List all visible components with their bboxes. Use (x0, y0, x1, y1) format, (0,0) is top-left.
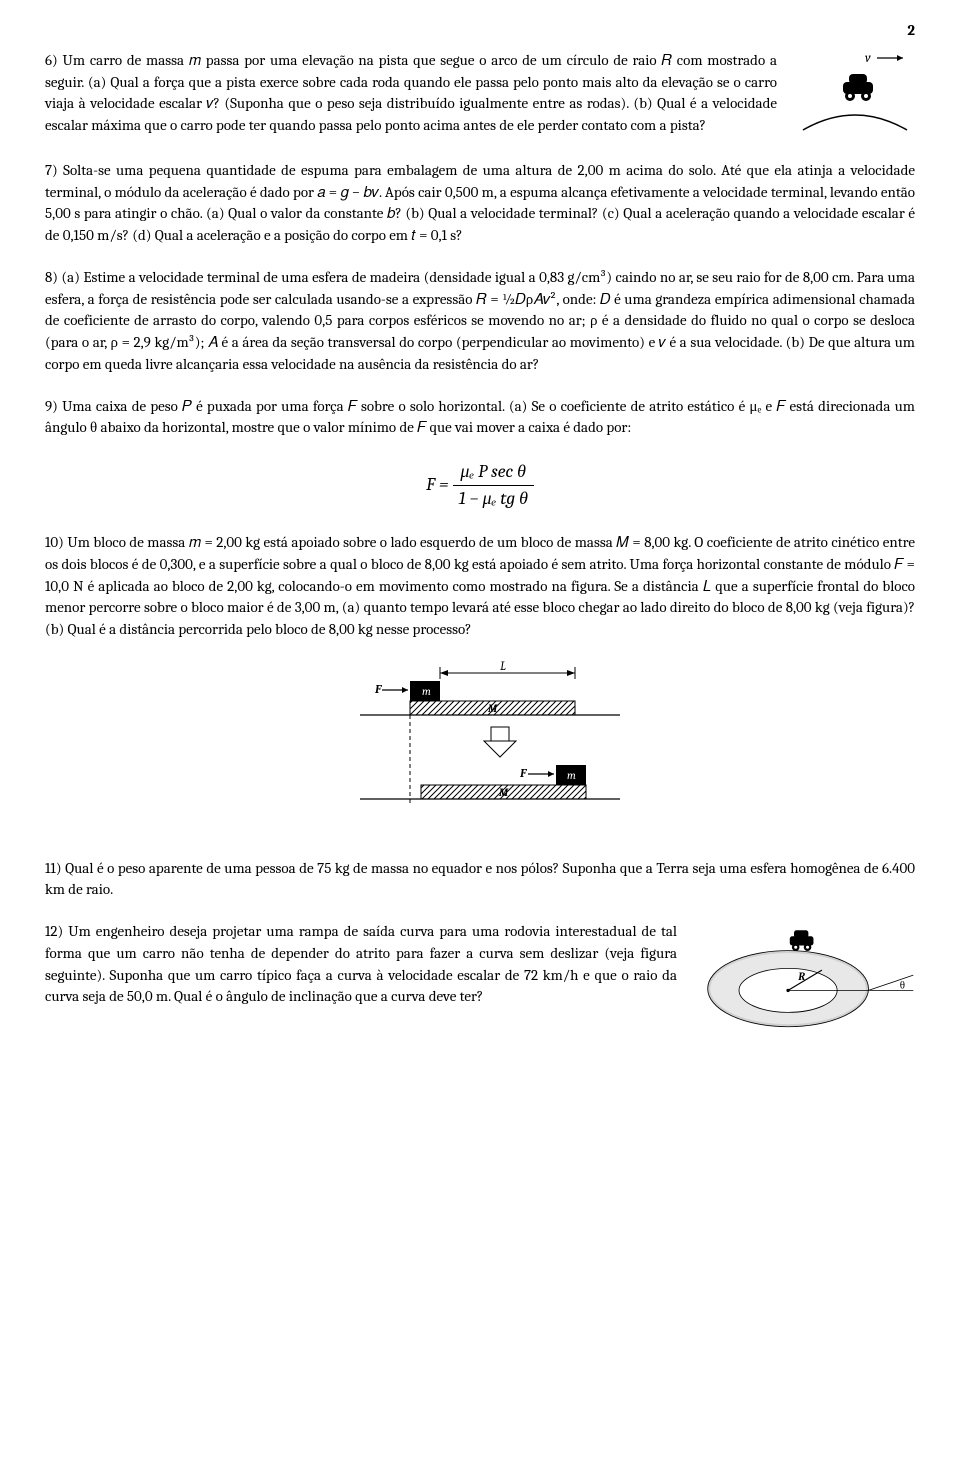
fig6-v-label: v (865, 51, 871, 66)
fig10-M-label-top: M (487, 702, 498, 715)
fig10-down-arrow-icon (484, 727, 516, 757)
problem-8: 8) (a) Estime a velocidade terminal de u… (45, 267, 915, 376)
formula-denominator: 1 − μₑ tg θ (453, 486, 534, 512)
problem-9: 9) Uma caixa de peso 𝑃 é puxada por uma … (45, 396, 915, 440)
fig10-F-label-top: F (374, 682, 383, 696)
fig6-car-icon (843, 74, 873, 101)
problem-11: 11) Qual é o peso aparente de uma pessoa… (45, 858, 915, 902)
fig10-F-label-bot: F (519, 766, 528, 780)
fig10-m-label-top: m (422, 685, 431, 698)
fig12-car-icon (790, 930, 814, 951)
problem-9-text: 9) Uma caixa de peso 𝑃 é puxada por uma … (45, 397, 915, 437)
fig12-theta-label: θ (900, 979, 905, 992)
fig10-m-label-bot: m (567, 769, 576, 782)
formula-lhs: F = (426, 474, 448, 495)
problem-6-text: 6) Um carro de massa 𝑚 passa por uma ele… (45, 50, 777, 137)
fig10-M-label-bot: M (498, 786, 509, 799)
problem-6-figure: v (795, 50, 915, 140)
fig12-R-label: R (797, 970, 805, 983)
problem-10-figure: L F m M F m M (320, 661, 640, 831)
problem-12-figure: R θ (695, 921, 915, 1039)
problem-7: 7) Solta-se uma pequena quantidade de es… (45, 160, 915, 247)
problem-10: 10) Um bloco de massa 𝑚 = 2,00 kg está a… (45, 532, 915, 641)
problem-6: 6) Um carro de massa 𝑚 passa por uma ele… (45, 50, 915, 140)
problem-9-formula: F = μₑ P sec θ 1 − μₑ tg θ (45, 459, 915, 512)
formula-numerator: μₑ P sec θ (453, 459, 534, 486)
fig10-L-label: L (500, 661, 506, 673)
problem-12: 12) Um engenheiro deseja projetar uma ra… (45, 921, 915, 1039)
problem-12-text: 12) Um engenheiro deseja projetar uma ra… (45, 921, 677, 1008)
page-number: 2 (45, 20, 915, 42)
